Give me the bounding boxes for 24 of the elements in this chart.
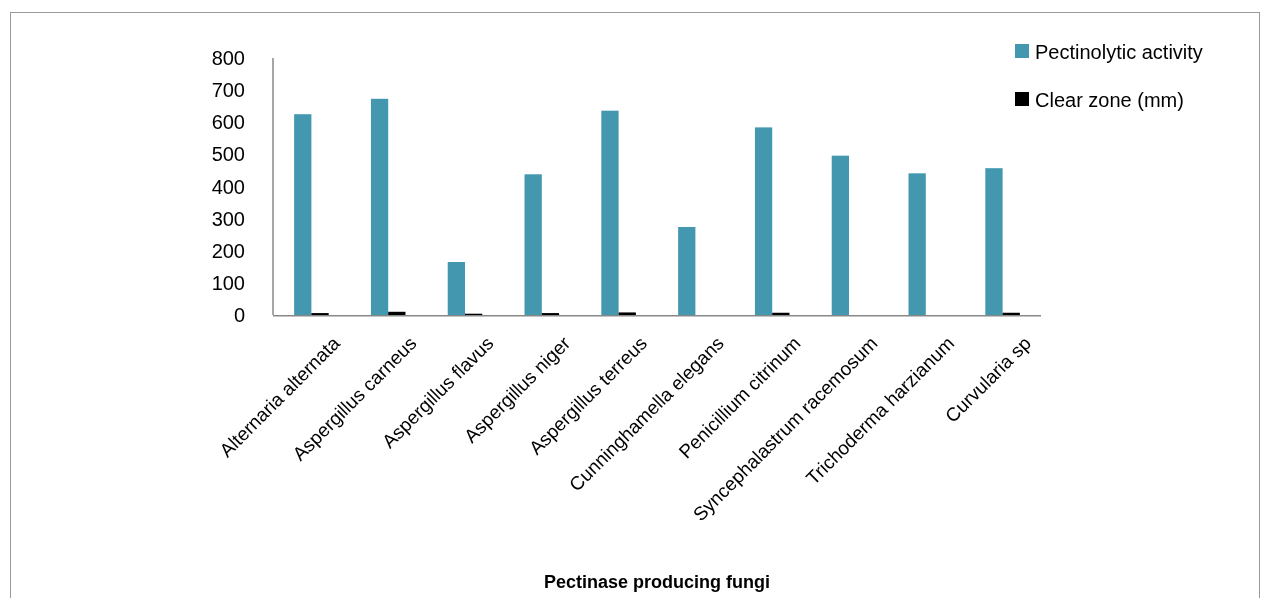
bar <box>388 311 406 315</box>
bar <box>294 114 312 315</box>
y-tick-label: 400 <box>211 175 245 198</box>
legend-label: Clear zone (mm) <box>1035 89 1184 111</box>
y-tick-label: 300 <box>211 207 245 230</box>
legend-label: Pectinolytic activity <box>1035 41 1203 63</box>
bar <box>985 168 1003 315</box>
y-tick-label: 0 <box>233 304 245 326</box>
y-tick-label: 200 <box>211 239 245 262</box>
y-tick-label: 600 <box>211 111 245 134</box>
y-tick-label: 800 <box>211 47 245 69</box>
x-axis-title: Pectinase producing fungi <box>543 572 771 592</box>
bar <box>754 127 773 315</box>
bar <box>618 312 636 315</box>
bar <box>678 226 696 315</box>
y-tick-label: 100 <box>211 271 245 294</box>
bar <box>370 98 389 315</box>
y-tick-label: 500 <box>211 143 245 166</box>
bar <box>831 155 849 315</box>
bar <box>524 174 542 315</box>
bar <box>447 261 465 315</box>
y-tick-label: 700 <box>211 79 245 102</box>
bar <box>601 110 619 315</box>
bar <box>908 173 926 315</box>
